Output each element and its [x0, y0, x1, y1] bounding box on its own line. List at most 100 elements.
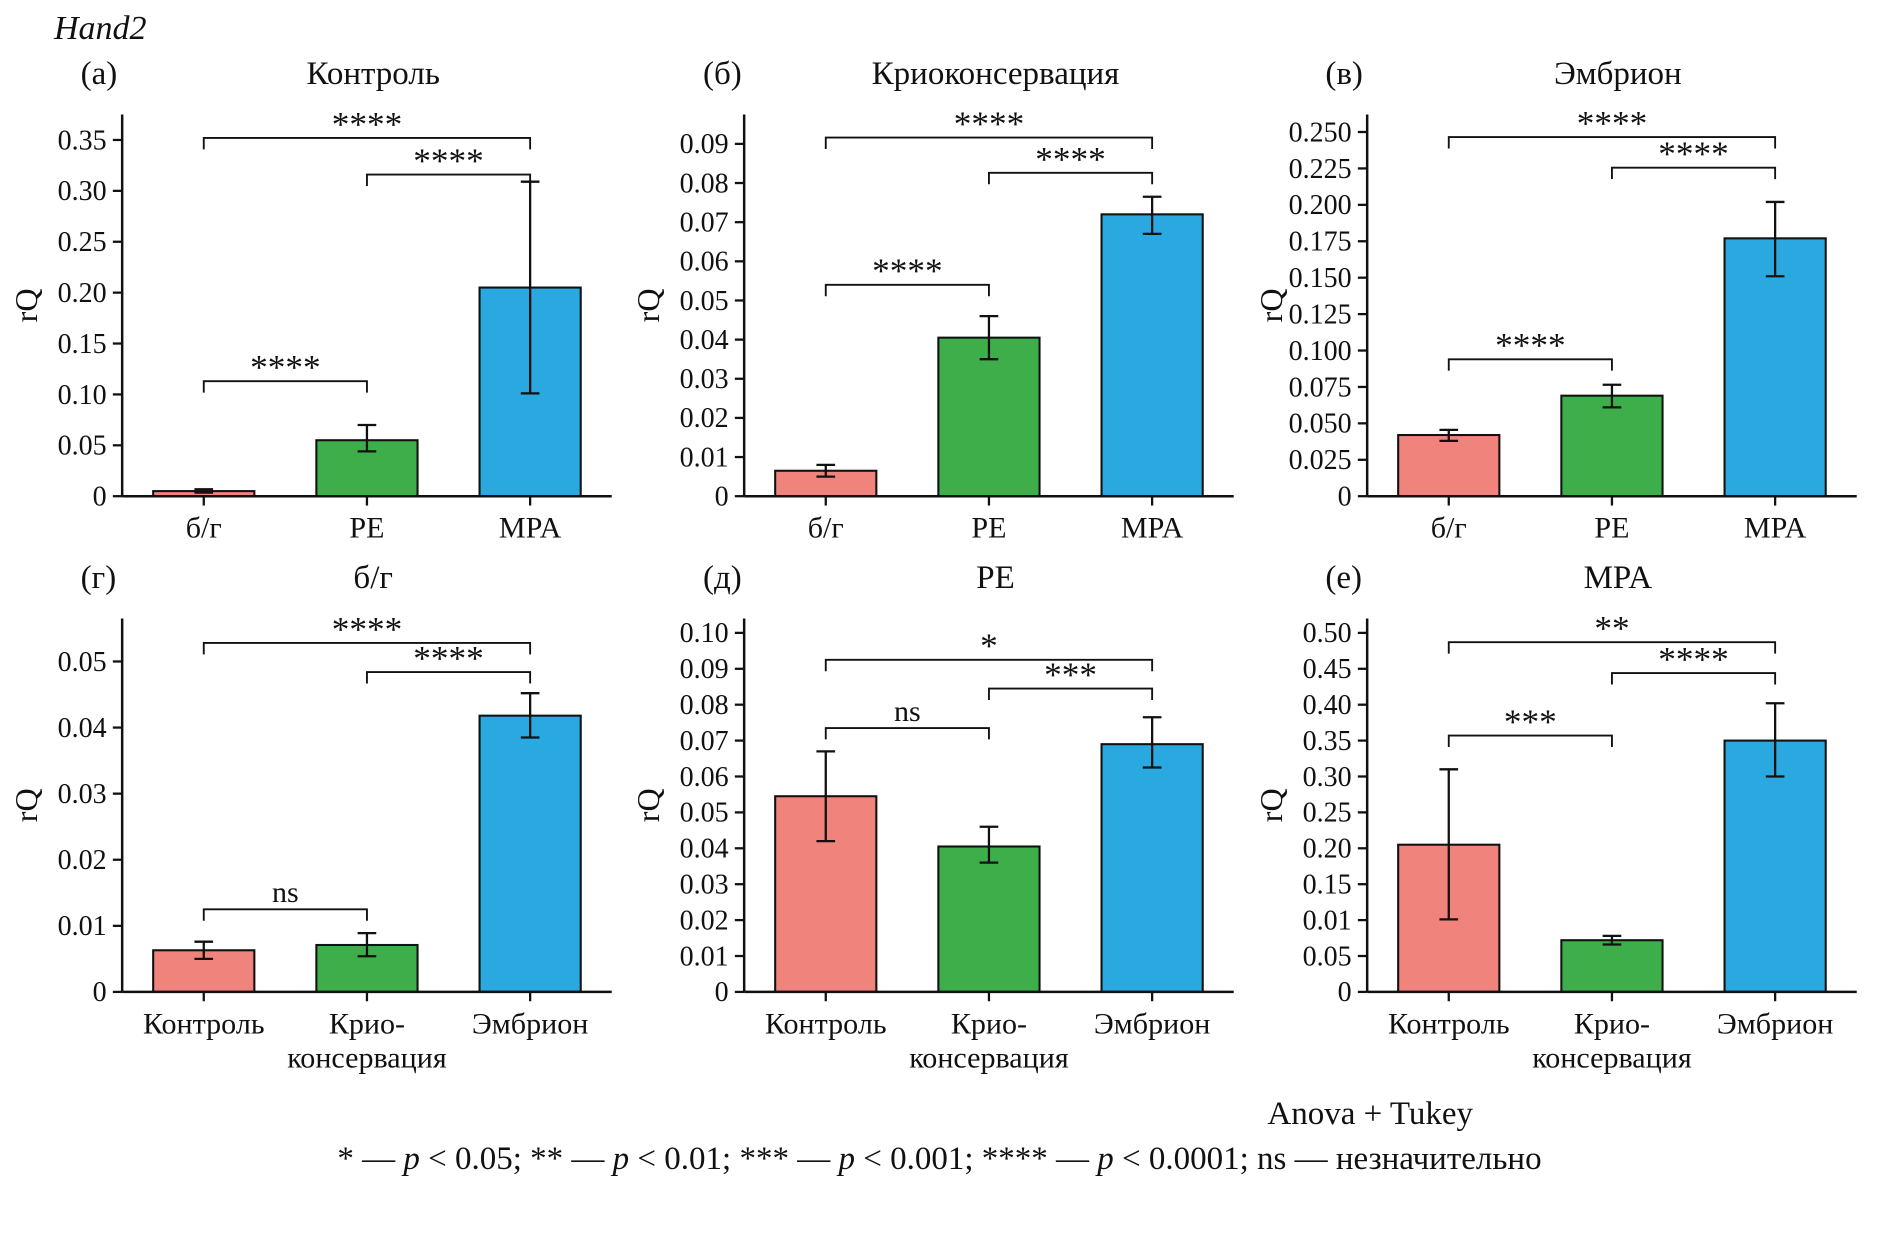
x-tick-label: MPA: [1744, 511, 1807, 545]
y-tick-label: 0: [93, 482, 107, 513]
x-tick-label: консервация: [910, 1041, 1070, 1075]
y-axis-label: rQ: [1253, 288, 1289, 322]
significance-label: ****: [1658, 640, 1729, 679]
y-tick-label: 0.09: [680, 129, 729, 160]
y-tick-label: 0.03: [680, 364, 729, 395]
panel-v: (в) Эмбрион 0 0.025 0.050 0.075 0.100 0.125 0.…: [1251, 52, 1873, 556]
y-tick-label: 0.01: [1302, 906, 1351, 937]
panel-a-chart: 0 0.05 0.10 0.15 0.20 0.25 0.30 0.35 rQ б/г PE MPA *…: [8, 105, 612, 545]
bar-2: [1100, 213, 1205, 498]
significance-bracket: [202, 908, 368, 922]
panel-e-header: (е) MPA: [1251, 556, 1873, 604]
x-tick-label: Крио-: [1573, 1007, 1649, 1041]
significance-label: ****: [332, 105, 403, 144]
panel-a: (а) Контроль 0 0.05 0.10 0.15 0.20 0.25 0.30 0.…: [6, 52, 628, 556]
panel-d-header: (д) PE: [628, 556, 1250, 604]
y-tick-label: 0.03: [58, 779, 107, 810]
significance-bracket: [1447, 358, 1613, 371]
x-tick-label: Крио-: [951, 1007, 1027, 1041]
stats-method-label: Anova + Tukey: [1267, 1095, 1473, 1132]
y-tick-label: 0: [1337, 482, 1351, 513]
y-tick-label: 0.02: [680, 906, 729, 937]
panel-g-title: б/г: [353, 560, 393, 597]
y-tick-label: 0.04: [58, 713, 107, 744]
x-tick-label: PE: [1594, 511, 1629, 545]
y-tick-label: 0.04: [680, 325, 729, 356]
error-bar-1: [357, 932, 377, 958]
panel-d-chart: 0 0.01 0.02 0.03 0.04 0.05 0.06 0.07 0.08 0.09 0.1…: [630, 619, 1235, 1075]
y-tick-label: 0: [1337, 978, 1351, 1009]
x-tick-label: консервация: [287, 1041, 447, 1075]
x-tick-label: б/г: [808, 511, 844, 545]
significance-label: ****: [1036, 140, 1107, 179]
bar-1: [937, 845, 1041, 994]
y-tick-label: 0.35: [58, 125, 107, 156]
y-tick-label: 0.025: [1288, 445, 1351, 476]
y-axis-label: rQ: [630, 288, 666, 322]
y-tick-label: 0.20: [1302, 834, 1351, 865]
significance-label: ****: [413, 639, 484, 678]
error-bar-0: [194, 488, 214, 494]
significance-bracket: [1610, 166, 1776, 180]
significance-bracket: [825, 727, 991, 740]
y-tick-label: 0.08: [680, 690, 729, 721]
significance-legend: * — p < 0.05; ** — p < 0.01; *** — p < 0…: [337, 1140, 1542, 1177]
error-bar-1: [357, 423, 377, 453]
significance-label: ****: [1658, 135, 1729, 174]
y-tick-label: 0.25: [58, 227, 107, 258]
y-tick-label: 0.10: [58, 380, 107, 411]
y-tick-label: 0.25: [1302, 798, 1351, 829]
error-bar-1: [1602, 935, 1621, 947]
error-bar-1: [979, 314, 999, 361]
y-tick-label: 0.225: [1288, 154, 1351, 185]
y-tick-label: 0.07: [680, 208, 729, 239]
significance-bracket: [825, 136, 1154, 150]
panel-v-chart: 0 0.025 0.050 0.075 0.100 0.125 0.150 0.175 0.20…: [1253, 104, 1857, 545]
significance-bracket: [202, 136, 532, 150]
y-tick-label: 0.05: [58, 647, 107, 678]
bar-2: [478, 714, 582, 994]
significance-bracket: [1447, 641, 1776, 654]
y-tick-label: 0: [93, 978, 107, 1009]
panel-e: (е) MPA 0 0.05 0.01 0.15 0.20 0.25 0.30 0.35 0.4…: [1251, 556, 1873, 1091]
x-tick-label: Контроль: [765, 1007, 887, 1041]
figure-footer: Anova + Tukey * — p < 0.05; ** — p < 0.0…: [6, 1096, 1873, 1178]
panel-d: (д) PE 0 0.01 0.02 0.03 0.04 0.05 0.06 0.07 0.08…: [628, 556, 1250, 1091]
error-bar-1: [1602, 383, 1621, 409]
y-tick-label: 0.01: [680, 942, 729, 973]
y-tick-label: 0.06: [680, 762, 729, 793]
y-tick-label: 0.250: [1288, 117, 1351, 148]
x-tick-label: Эмбрион: [1717, 1007, 1833, 1041]
y-tick-label: 0.15: [58, 329, 107, 360]
y-tick-label: 0.09: [680, 654, 729, 685]
y-tick-label: 0.10: [680, 619, 729, 650]
y-tick-label: 0.02: [58, 845, 107, 876]
panel-v-header: (в) Эмбрион: [1251, 52, 1873, 100]
y-tick-label: 0.45: [1302, 654, 1351, 685]
significance-bracket: [988, 171, 1154, 185]
x-tick-label: MPA: [499, 511, 562, 545]
error-bar-0: [1439, 428, 1458, 442]
panel-d-letter: (д): [703, 560, 742, 597]
y-tick-label: 0.07: [680, 726, 729, 757]
significance-label: ****: [872, 252, 943, 291]
significance-label: ****: [954, 105, 1025, 144]
significance-label: ****: [250, 348, 320, 387]
y-axis-label: rQ: [8, 288, 44, 322]
significance-bracket: [1610, 672, 1776, 685]
significance-label: ****: [413, 141, 484, 180]
significance-label: ***: [1504, 703, 1557, 742]
y-tick-label: 0.100: [1288, 336, 1351, 367]
y-tick-label: 0.05: [58, 431, 107, 462]
significance-bracket: [1447, 136, 1776, 149]
bar-2: [1723, 739, 1827, 994]
significance-bracket: [366, 173, 532, 186]
bar-2: [1100, 743, 1205, 994]
bar-1: [1559, 394, 1664, 498]
y-tick-label: 0.15: [1302, 870, 1351, 901]
x-tick-label: Крио-: [329, 1007, 405, 1041]
panel-a-header: (а) Контроль: [6, 52, 628, 100]
x-tick-label: Эмбрион: [472, 1007, 588, 1041]
significance-bracket: [1447, 734, 1613, 748]
